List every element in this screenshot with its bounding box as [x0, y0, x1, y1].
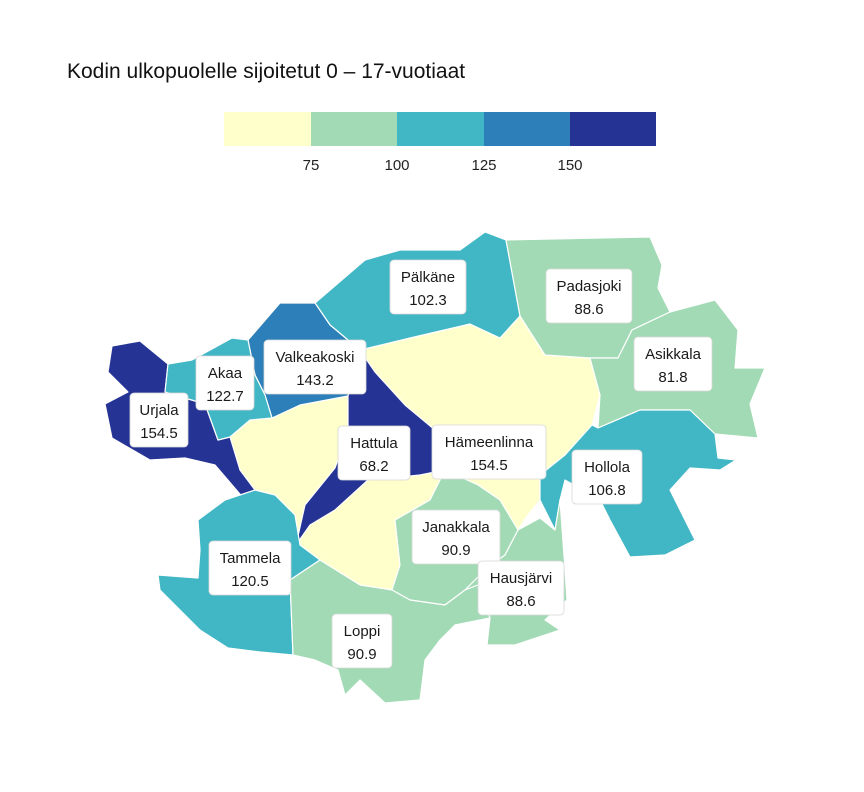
label-value-hameenlinna: 154.5 — [470, 457, 508, 474]
color-legend: 75 100 125 150 — [224, 112, 656, 174]
label-box-hattula — [337, 425, 411, 481]
label-value-janakkala: 90.9 — [441, 542, 470, 559]
label-box-asikkala — [633, 336, 713, 392]
label-padasjoki: Padasjoki 88.6 — [545, 268, 633, 324]
label-name-valkeakoski: Valkeakoski — [276, 349, 355, 366]
label-hausjarvi: Hausjärvi 88.6 — [477, 560, 565, 616]
label-janakkala: Janakkala 90.9 — [411, 509, 501, 565]
label-name-hausjarvi: Hausjärvi — [490, 570, 553, 587]
region-labels: Pälkäne 102.3 Padasjoki 88.6 Valkeakoski… — [129, 259, 713, 669]
label-palkane: Pälkäne 102.3 — [389, 259, 467, 315]
label-name-urjala: Urjala — [139, 402, 179, 419]
label-name-hameenlinna: Hämeenlinna — [445, 434, 534, 451]
label-box-urjala — [129, 392, 189, 448]
legend-tick-100: 100 — [384, 157, 409, 174]
label-name-akaa: Akaa — [208, 365, 243, 382]
label-asikkala: Asikkala 81.8 — [633, 336, 713, 392]
label-name-palkane: Pälkäne — [401, 269, 455, 286]
label-akaa: Akaa 122.7 — [195, 355, 255, 411]
label-box-palkane — [389, 259, 467, 315]
label-value-urjala: 154.5 — [140, 425, 178, 442]
label-value-hollola: 106.8 — [588, 482, 626, 499]
label-hollola: Hollola 106.8 — [571, 449, 643, 505]
label-value-akaa: 122.7 — [206, 388, 244, 405]
label-box-loppi — [331, 613, 393, 669]
label-loppi: Loppi 90.9 — [331, 613, 393, 669]
label-name-padasjoki: Padasjoki — [556, 278, 621, 295]
label-value-hattula: 68.2 — [359, 458, 388, 475]
label-name-hollola: Hollola — [584, 459, 631, 476]
label-box-tammela — [208, 540, 292, 596]
label-box-padasjoki — [545, 268, 633, 324]
label-box-akaa — [195, 355, 255, 411]
label-box-janakkala — [411, 509, 501, 565]
label-valkeakoski: Valkeakoski 143.2 — [263, 339, 367, 395]
label-urjala: Urjala 154.5 — [129, 392, 189, 448]
legend-bin-3 — [484, 112, 570, 146]
label-box-hausjarvi — [477, 560, 565, 616]
legend-tick-75: 75 — [303, 157, 320, 174]
legend-bin-1 — [311, 112, 397, 146]
label-name-asikkala: Asikkala — [645, 346, 702, 363]
label-value-loppi: 90.9 — [347, 646, 376, 663]
label-value-padasjoki: 88.6 — [574, 301, 603, 318]
label-name-hattula: Hattula — [350, 435, 398, 452]
label-hattula: Hattula 68.2 — [337, 425, 411, 481]
legend-tick-125: 125 — [471, 157, 496, 174]
legend-tick-150: 150 — [557, 157, 582, 174]
label-value-palkane: 102.3 — [409, 292, 447, 309]
legend-bin-2 — [397, 112, 484, 146]
chart-title: Kodin ulkopuolelle sijoitetut 0 – 17-vuo… — [67, 60, 465, 83]
label-value-hausjarvi: 88.6 — [506, 593, 535, 610]
label-name-loppi: Loppi — [344, 623, 381, 640]
label-value-asikkala: 81.8 — [658, 369, 687, 386]
label-name-janakkala: Janakkala — [422, 519, 490, 536]
label-name-tammela: Tammela — [220, 550, 282, 567]
label-box-hameenlinna — [431, 424, 547, 480]
legend-bin-0 — [224, 112, 311, 146]
label-box-valkeakoski — [263, 339, 367, 395]
label-value-tammela: 120.5 — [231, 573, 269, 590]
label-tammela: Tammela 120.5 — [208, 540, 292, 596]
label-hameenlinna: Hämeenlinna 154.5 — [431, 424, 547, 480]
label-value-valkeakoski: 143.2 — [296, 372, 334, 389]
label-box-hollola — [571, 449, 643, 505]
legend-bin-4 — [570, 112, 656, 146]
